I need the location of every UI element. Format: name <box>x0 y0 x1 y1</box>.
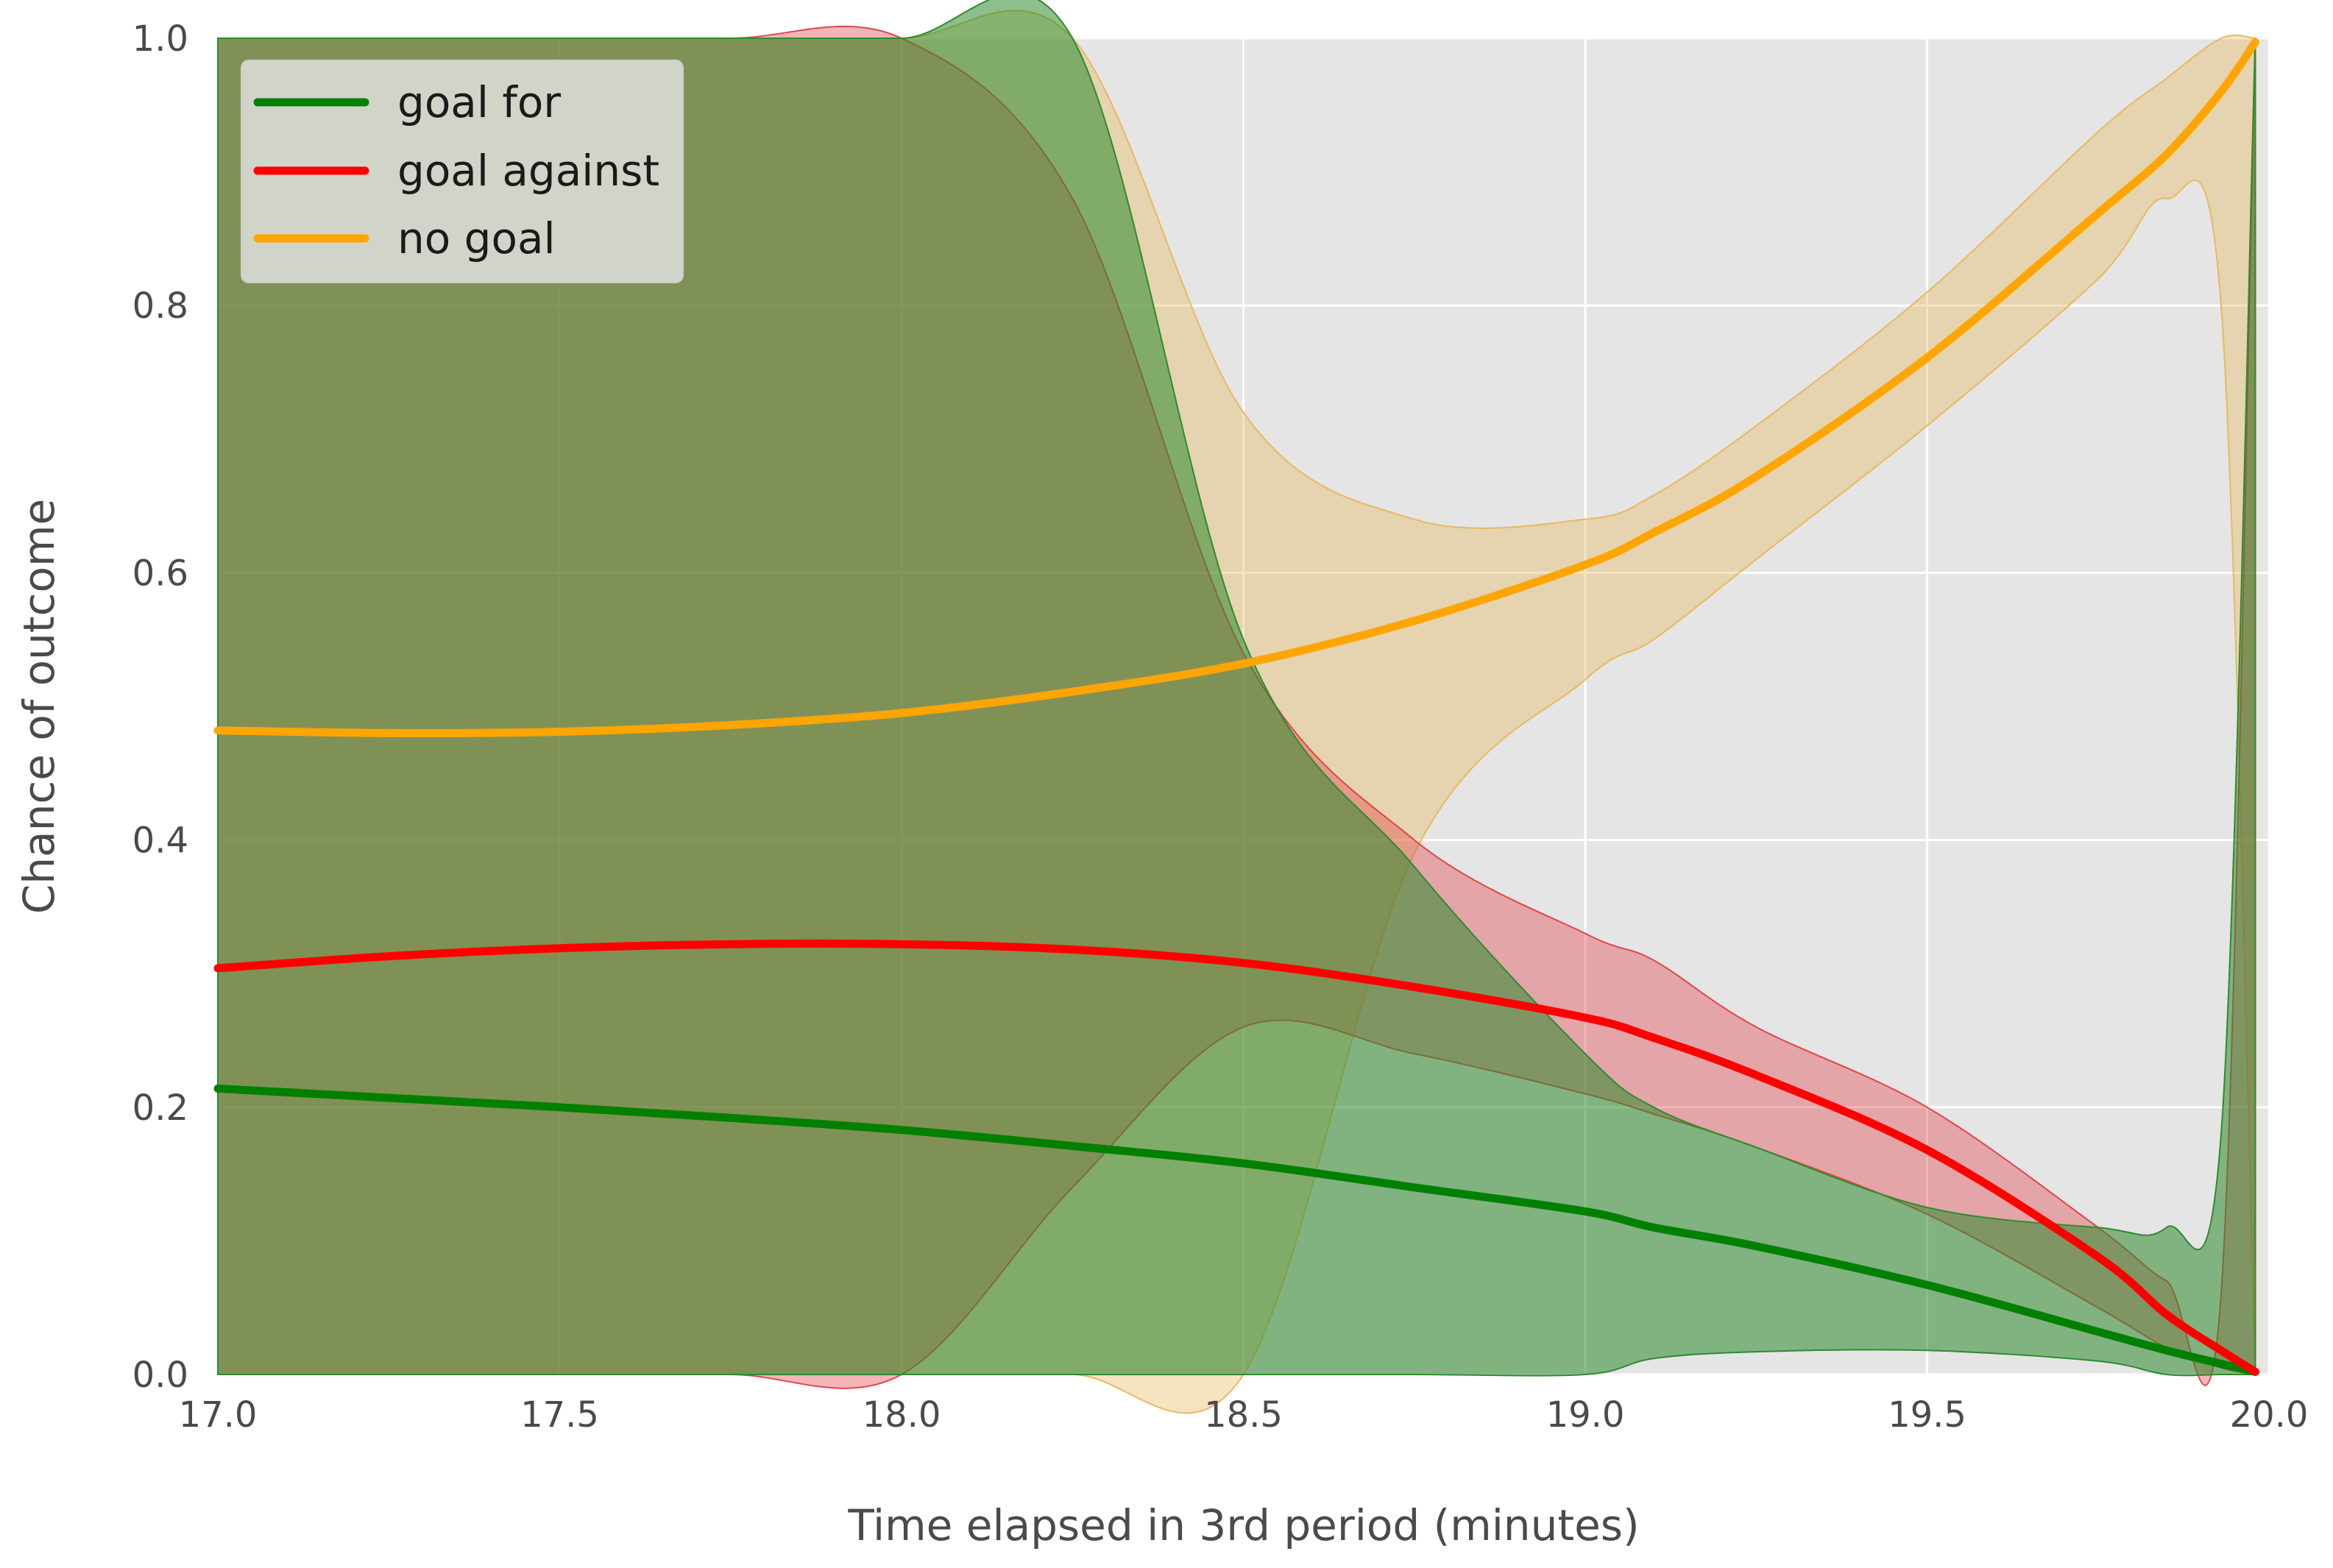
y-tick-label-1: 0.2 <box>132 1088 188 1129</box>
y-axis-title: Chance of outcome <box>14 499 64 914</box>
y-tick-label-5: 1.0 <box>132 18 188 60</box>
series-lines <box>213 38 2259 1376</box>
legend-label-goal-against: goal against <box>397 146 659 196</box>
x-axis-title: Time elapsed in 3rd period (minutes) <box>847 1500 1639 1550</box>
x-tick-label-5: 19.5 <box>1888 1394 1966 1436</box>
legend: goal for goal against no goal <box>241 60 684 283</box>
y-tick-label-3: 0.6 <box>132 553 188 594</box>
x-tick-label-6: 20.0 <box>2230 1394 2309 1436</box>
x-tick-label-1: 17.5 <box>520 1394 599 1436</box>
x-tick-label-0: 17.0 <box>179 1394 258 1436</box>
line-goal-for <box>213 1084 2259 1376</box>
legend-box <box>241 60 684 283</box>
legend-label-goal-for: goal for <box>397 77 561 127</box>
line-no-goal <box>213 38 2259 737</box>
y-axis-ticks: 0.0 0.2 0.4 0.6 0.8 1.0 <box>132 18 188 1396</box>
line-goal-against <box>213 939 2259 1376</box>
y-tick-label-4: 0.8 <box>132 285 188 327</box>
x-axis-ticks: 17.0 17.5 18.0 18.5 19.0 19.5 20.0 <box>179 1394 2309 1436</box>
y-tick-label-2: 0.4 <box>132 820 188 862</box>
confidence-bands <box>217 0 2256 1414</box>
legend-label-no-goal: no goal <box>397 213 556 263</box>
x-tick-label-2: 18.0 <box>863 1394 941 1436</box>
y-tick-label-0: 0.0 <box>132 1355 188 1396</box>
x-tick-label-4: 19.0 <box>1546 1394 1625 1436</box>
band-goal-for <box>217 0 2256 1377</box>
x-tick-label-3: 18.5 <box>1204 1394 1283 1436</box>
